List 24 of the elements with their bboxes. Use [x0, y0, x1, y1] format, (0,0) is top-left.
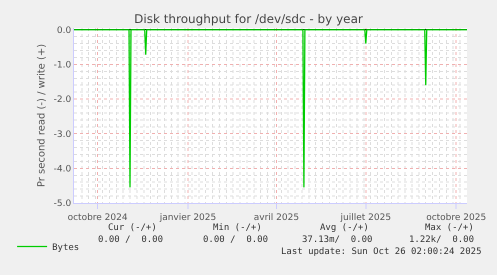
text: Avg (-/+)	[320, 223, 369, 233]
x-tick-label: janvier 2025	[158, 212, 216, 223]
x-tick-label: avril 2025	[254, 212, 300, 223]
y-tick-label: -5.0	[54, 199, 72, 210]
legend-label: Bytes	[52, 243, 80, 254]
chart-title: Disk throughput for /dev/sdc - by year	[134, 12, 363, 26]
y-tick-label: -3.0	[54, 130, 72, 140]
text: Last update: Sun Oct 26 02:00:24 2025	[281, 247, 482, 257]
y-tick-label: -1.0	[54, 60, 72, 71]
y-tick-label: -4.0	[54, 164, 72, 174]
text: Max (-/+)	[425, 223, 474, 233]
text: 0.00 / 0.00	[203, 235, 268, 245]
y-tick-label: 0.0	[56, 26, 72, 36]
y-axis-title: Pr second read (-) / write (+)	[36, 44, 48, 188]
x-tick-label: juillet 2025	[340, 212, 392, 223]
x-tick-label: octobre 2024	[68, 212, 128, 223]
text: 37.13m/ 0.00	[302, 235, 372, 245]
text: 1.22k/ 0.00	[409, 235, 474, 245]
text: Min (-/+)	[213, 223, 262, 233]
text: Cur (-/+)	[108, 223, 157, 233]
text: 0.00 / 0.00	[98, 235, 164, 245]
x-tick-label: octobre 2025	[426, 212, 486, 223]
line-series	[74, 29, 467, 188]
y-tick-label: -2.0	[54, 95, 72, 106]
